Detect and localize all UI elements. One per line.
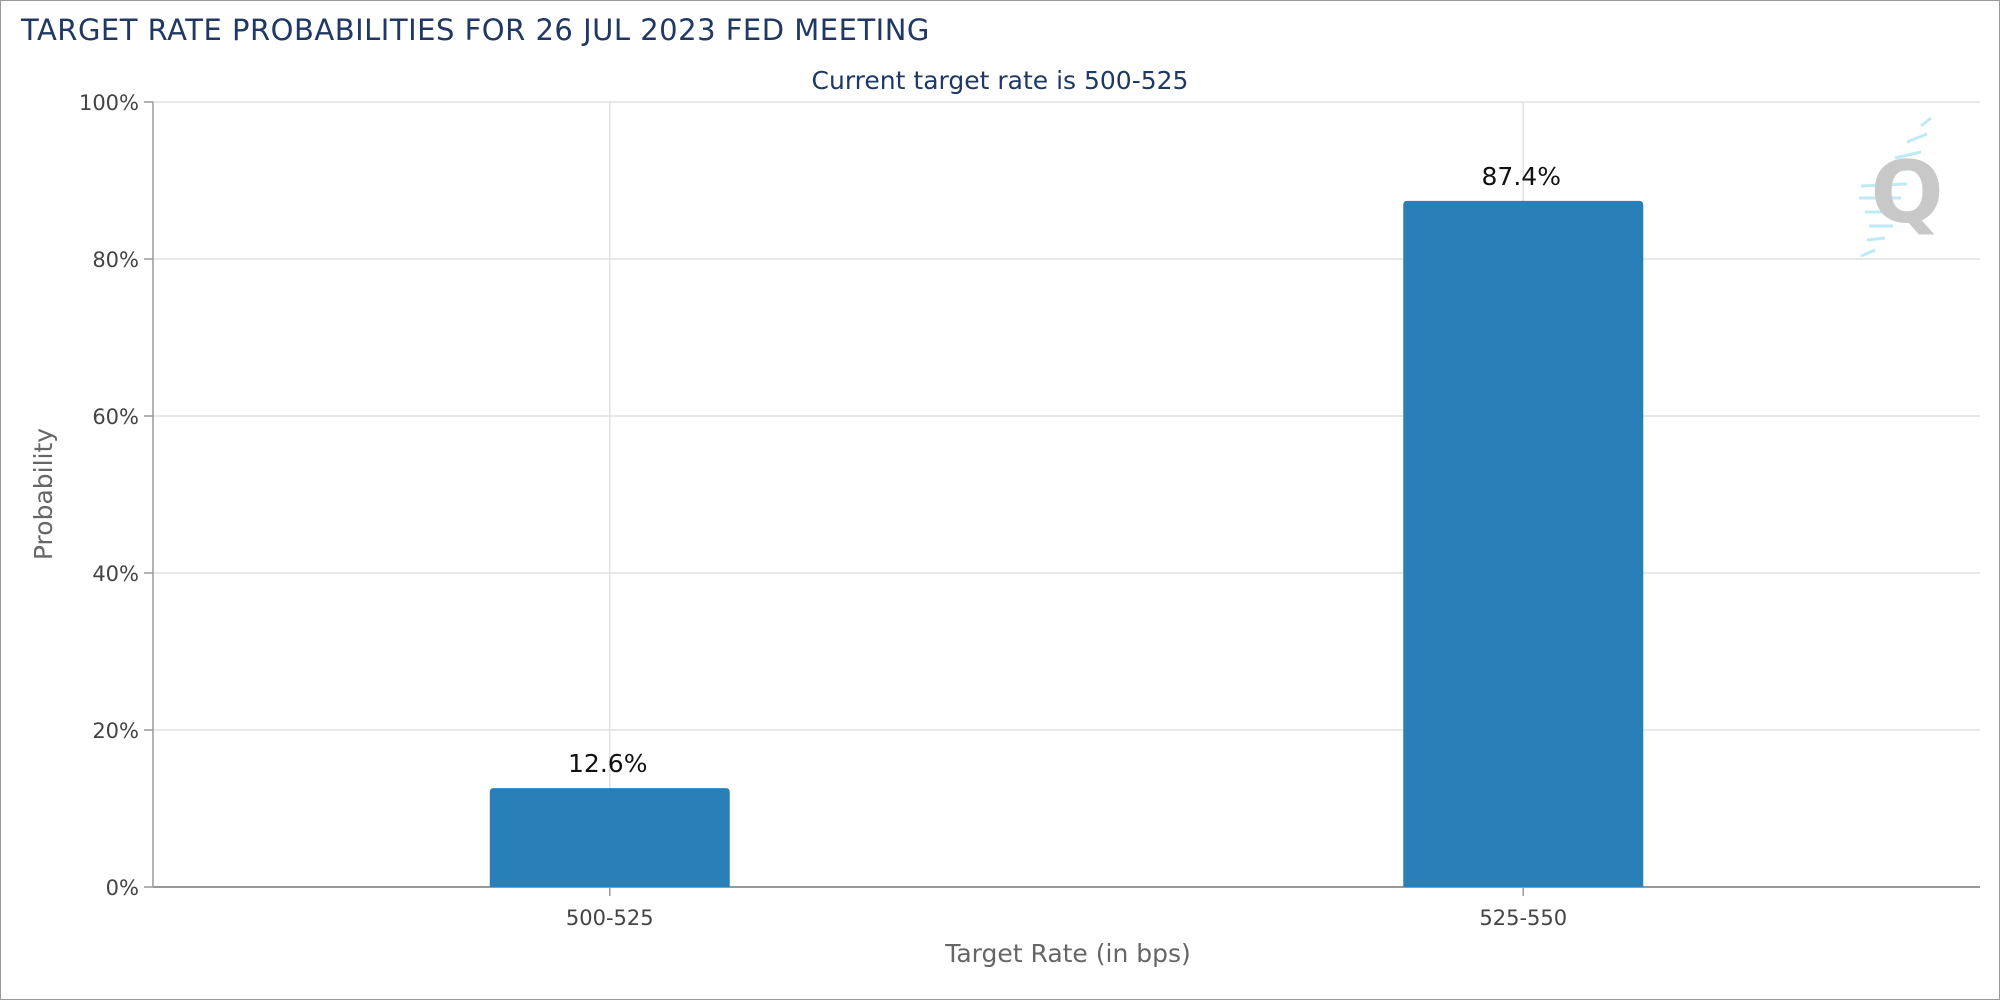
x-tick-label: 500-525 bbox=[566, 906, 654, 930]
y-tick-label: 80% bbox=[92, 248, 139, 272]
y-tick-label: 20% bbox=[92, 719, 139, 743]
grid-lines bbox=[153, 101, 1980, 887]
data-label: 12.6% bbox=[568, 749, 647, 778]
bar-500-525 bbox=[489, 788, 730, 887]
bar-525-550 bbox=[1403, 200, 1644, 887]
bars bbox=[489, 200, 1644, 887]
x-axis-label: Target Rate (in bps) bbox=[944, 939, 1191, 968]
y-tick-label: 60% bbox=[92, 405, 139, 429]
y-tick-label: 0% bbox=[106, 876, 139, 900]
chart-title: TARGET RATE PROBABILITIES FOR 26 JUL 202… bbox=[21, 13, 930, 47]
logo-watermark: Q bbox=[1859, 116, 1944, 258]
svg-text:Q: Q bbox=[1870, 143, 1943, 243]
axes bbox=[144, 101, 1980, 896]
chart-subtitle: Current target rate is 500-525 bbox=[812, 66, 1189, 95]
y-tick-label: 40% bbox=[92, 562, 139, 586]
y-axis-label: Probability bbox=[29, 428, 58, 560]
x-tick-label: 525-550 bbox=[1479, 906, 1567, 930]
data-label: 87.4% bbox=[1482, 162, 1561, 191]
labels: 0% 20% 40% 60% 80% 100% 12.6% 500-525 87.4% 525-5… bbox=[79, 91, 1567, 930]
y-tick-label: 100% bbox=[79, 91, 139, 115]
